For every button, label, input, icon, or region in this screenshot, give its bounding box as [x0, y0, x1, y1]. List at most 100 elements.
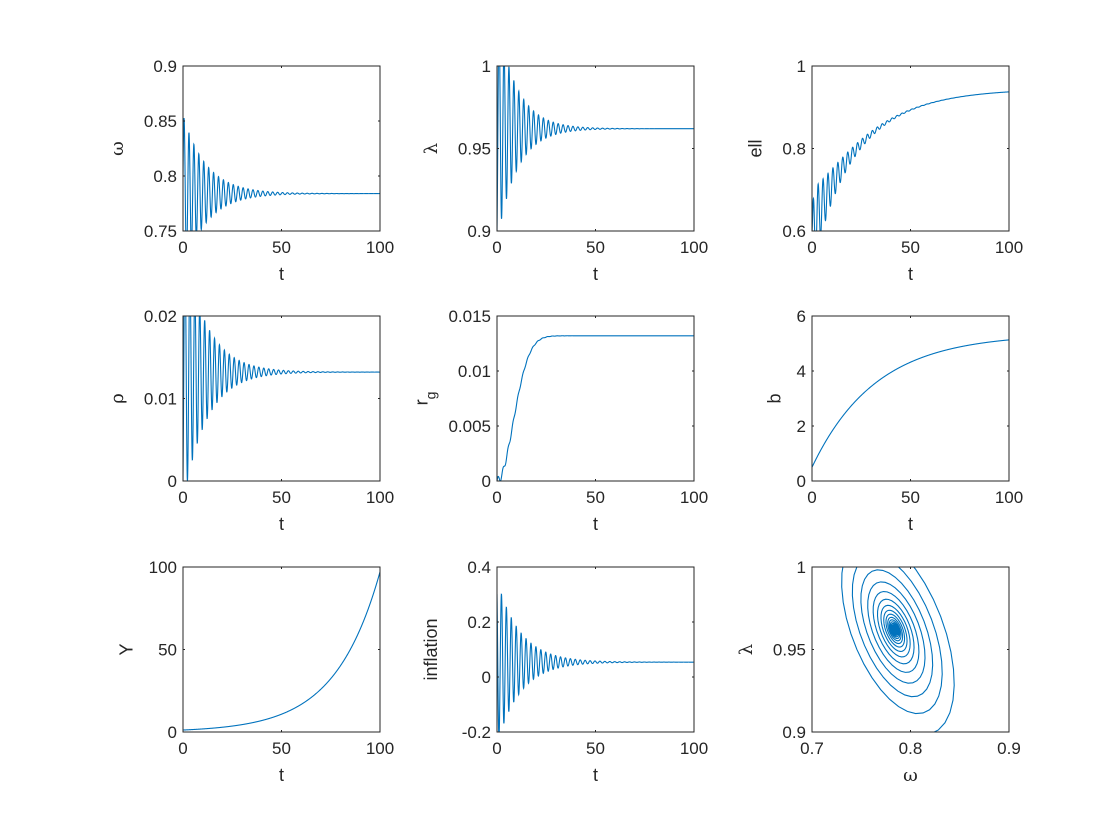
- subplot-7: 0 50 100 0 50 100 t Y: [117, 558, 395, 785]
- x-tick-label: 100: [995, 488, 1023, 507]
- x-tick-label: 50: [272, 238, 291, 257]
- y-axis-label: rg: [412, 392, 439, 406]
- x-axis-label: t: [593, 765, 598, 785]
- y-tick-label: 0.005: [448, 417, 491, 436]
- series-line: [497, 593, 694, 732]
- y-tick-label: 50: [158, 641, 177, 660]
- x-tick-label: 100: [366, 739, 394, 758]
- x-tick-label: 0: [807, 238, 816, 257]
- y-tick-label: 1: [797, 57, 806, 76]
- subplot-5: 0 50 100 0 0.005 0.01 0.015 t rg: [412, 307, 709, 534]
- x-tick-label: 50: [586, 238, 605, 257]
- x-tick-label: 0: [178, 739, 187, 758]
- y-axis-label: λ: [421, 143, 442, 154]
- x-axis-label: t: [279, 514, 284, 534]
- series-line: [183, 316, 380, 481]
- series-line: [841, 567, 955, 732]
- series-line: [183, 118, 380, 231]
- y-tick-label: 4: [797, 362, 806, 381]
- x-axis-label: ω: [903, 765, 918, 786]
- x-tick-label: 50: [901, 238, 920, 257]
- x-axis-label: t: [279, 765, 284, 785]
- subplot-9: 0.7 0.8 0.9 0.9 0.95 1 ω λ: [736, 558, 1021, 786]
- y-tick-label: 0: [797, 472, 806, 491]
- y-tick-label: 1: [482, 57, 491, 76]
- y-axis-label: b: [765, 393, 785, 403]
- series-line: [812, 339, 1009, 468]
- axes-box: [811, 65, 1010, 232]
- series-line: [812, 91, 1009, 231]
- axes-box: [496, 315, 695, 482]
- y-tick-label: 0.8: [153, 167, 177, 186]
- x-tick-label: 50: [901, 488, 920, 507]
- y-tick-label: 0: [168, 723, 177, 742]
- x-tick-label: 50: [272, 739, 291, 758]
- y-axis-label: ω: [107, 141, 128, 156]
- x-tick-label: 100: [680, 739, 708, 758]
- x-tick-label: 0: [178, 238, 187, 257]
- y-axis-label: ρ: [107, 393, 128, 404]
- y-tick-label: 0.9: [467, 222, 491, 241]
- subplot-4: 0 50 100 0 0.01 0.02 t ρ: [107, 307, 394, 534]
- series-line: [497, 66, 694, 231]
- y-tick-label: 0: [482, 472, 491, 491]
- x-tick-label: 0.8: [899, 739, 923, 758]
- subplot-1: 0 50 100 0.75 0.8 0.85 0.9 t ω: [107, 57, 394, 284]
- x-tick-label: 50: [586, 488, 605, 507]
- y-tick-label: 0.2: [467, 613, 491, 632]
- x-tick-label: 50: [586, 739, 605, 758]
- y-tick-label: -0.2: [462, 723, 491, 742]
- y-tick-label: 6: [797, 307, 806, 326]
- y-tick-label: 1: [797, 558, 806, 577]
- x-tick-label: 0: [807, 488, 816, 507]
- y-tick-label: 0.01: [458, 362, 491, 381]
- y-tick-label: 0.01: [144, 390, 177, 409]
- y-axis-label: ell: [746, 139, 766, 157]
- x-tick-label: 100: [680, 238, 708, 257]
- x-axis-label: t: [593, 514, 598, 534]
- x-tick-label: 100: [680, 488, 708, 507]
- y-tick-label: 0.6: [782, 222, 806, 241]
- x-tick-label: 0: [492, 238, 501, 257]
- subplot-6: 0 50 100 0 2 4 6 t b: [765, 307, 1024, 534]
- y-axis-label: λ: [736, 644, 757, 655]
- x-tick-label: 100: [366, 488, 394, 507]
- y-tick-label: 0.95: [773, 641, 806, 660]
- axes-box: [811, 315, 1010, 482]
- x-tick-label: 100: [366, 238, 394, 257]
- x-tick-label: 0.7: [800, 739, 824, 758]
- y-tick-label: 0: [168, 472, 177, 491]
- y-tick-label: 0.85: [144, 112, 177, 131]
- series-line: [183, 571, 380, 731]
- series-line: [497, 335, 694, 481]
- y-tick-label: 0.4: [467, 558, 491, 577]
- y-tick-label: 0: [482, 668, 491, 687]
- y-tick-label: 2: [797, 417, 806, 436]
- x-axis-label: t: [279, 264, 284, 284]
- y-axis-label: inflation: [421, 618, 441, 680]
- x-tick-label: 0: [492, 488, 501, 507]
- axes-box: [182, 65, 381, 232]
- y-tick-label: 100: [149, 558, 177, 577]
- x-tick-label: 0: [492, 739, 501, 758]
- x-axis-label: t: [593, 264, 598, 284]
- x-axis-label: t: [908, 514, 913, 534]
- x-tick-label: 0: [178, 488, 187, 507]
- x-tick-label: 50: [272, 488, 291, 507]
- x-tick-label: 0.9: [997, 739, 1021, 758]
- y-tick-label: 0.015: [448, 307, 491, 326]
- x-tick-label: 100: [995, 238, 1023, 257]
- y-tick-label: 0.95: [458, 140, 491, 159]
- y-tick-label: 0.9: [153, 57, 177, 76]
- y-tick-label: 0.02: [144, 307, 177, 326]
- axes-box: [811, 566, 1010, 733]
- y-axis-label: Y: [117, 643, 137, 655]
- y-tick-label: 0.75: [144, 222, 177, 241]
- y-tick-label: 0.9: [782, 723, 806, 742]
- y-tick-label: 0.8: [782, 140, 806, 159]
- subplot-3: 0 50 100 0.6 0.8 1 t ell: [746, 57, 1024, 284]
- x-axis-label: t: [908, 264, 913, 284]
- subplot-2: 0 50 100 0.9 0.95 1 t λ: [421, 57, 708, 284]
